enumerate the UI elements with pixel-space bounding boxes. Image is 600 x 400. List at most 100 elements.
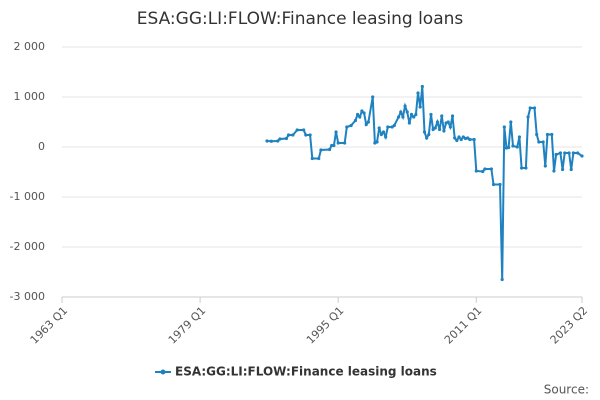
point — [319, 148, 323, 152]
legend-marker — [160, 369, 166, 375]
point — [332, 143, 336, 148]
point — [409, 112, 414, 117]
point — [366, 120, 370, 124]
point — [550, 132, 554, 137]
point — [345, 125, 349, 129]
point — [429, 112, 433, 117]
point — [276, 139, 280, 143]
y-tick-label: -2 000 — [10, 240, 45, 253]
x-tick-label: 2023 Q2 — [548, 304, 591, 347]
point — [286, 133, 291, 137]
point — [418, 105, 422, 109]
point — [554, 152, 558, 157]
point — [535, 132, 539, 137]
point — [448, 125, 452, 129]
point — [358, 115, 362, 119]
point — [284, 136, 288, 141]
point — [455, 138, 459, 143]
point — [580, 154, 584, 158]
point — [407, 121, 411, 125]
point — [396, 115, 401, 119]
point — [401, 115, 405, 119]
point — [511, 144, 515, 148]
point — [269, 139, 273, 143]
point — [450, 114, 455, 118]
point — [552, 169, 556, 173]
point — [524, 166, 528, 170]
point — [528, 106, 532, 110]
point — [491, 182, 496, 187]
point — [515, 145, 519, 149]
point — [416, 91, 420, 95]
point — [377, 126, 381, 130]
point — [403, 104, 407, 108]
point — [569, 167, 573, 172]
point — [437, 127, 442, 132]
point — [500, 277, 504, 282]
point — [334, 130, 338, 134]
point — [474, 169, 478, 173]
point — [371, 95, 375, 99]
point — [353, 118, 358, 123]
point — [560, 167, 565, 172]
point — [360, 109, 364, 113]
series-line — [266, 86, 583, 280]
point — [425, 136, 429, 140]
legend-label: ESA:GG:LI:FLOW:Finance leasing loans — [175, 365, 437, 379]
point — [519, 166, 524, 170]
point — [468, 137, 472, 142]
point — [576, 151, 580, 155]
point — [498, 182, 502, 187]
point — [392, 123, 396, 128]
x-tick-label: 2011 Q1 — [442, 304, 485, 347]
point — [509, 120, 513, 124]
point — [362, 111, 366, 115]
point — [483, 167, 487, 171]
chart-title: ESA:GG:LI:FLOW:Finance leasing loans — [137, 9, 464, 29]
point — [543, 164, 547, 168]
point — [310, 156, 314, 161]
point — [375, 140, 379, 144]
point — [414, 112, 418, 117]
source: Source: — [544, 383, 589, 397]
point — [517, 135, 522, 139]
point — [440, 114, 444, 118]
point — [379, 132, 383, 137]
point — [278, 137, 282, 141]
point — [433, 126, 437, 130]
point — [435, 120, 440, 124]
point — [336, 141, 340, 145]
point — [327, 147, 332, 152]
point — [317, 156, 321, 161]
point — [541, 140, 545, 144]
y-tick-label: 0 — [38, 140, 45, 153]
point — [567, 151, 571, 155]
point — [563, 151, 567, 155]
y-tick-label: -1 000 — [10, 190, 45, 203]
point — [472, 137, 476, 142]
point — [427, 132, 431, 137]
point — [489, 167, 493, 171]
point — [295, 128, 299, 132]
point — [304, 133, 308, 137]
point — [384, 135, 388, 139]
y-tick-label: 1 000 — [14, 90, 46, 103]
point — [453, 136, 457, 140]
point — [265, 139, 269, 143]
point — [412, 115, 416, 119]
x-tick-label: 1979 Q1 — [166, 304, 209, 347]
point — [526, 115, 530, 119]
point — [420, 84, 424, 89]
point — [381, 130, 386, 134]
point — [349, 123, 353, 128]
point — [405, 110, 409, 114]
point — [422, 130, 427, 134]
point — [302, 128, 306, 132]
point — [356, 112, 360, 117]
point — [442, 129, 446, 133]
y-tick-label: 2 000 — [14, 40, 46, 53]
point — [446, 120, 450, 124]
point — [459, 137, 463, 142]
